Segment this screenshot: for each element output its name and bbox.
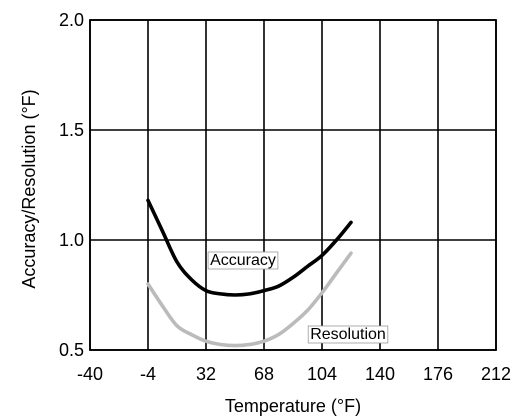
x-tick-label: -40 bbox=[77, 364, 103, 384]
series-label-text: Resolution bbox=[310, 326, 386, 343]
plot-frame bbox=[89, 19, 497, 351]
series-layer bbox=[146, 198, 353, 348]
x-tick-label: 176 bbox=[423, 364, 453, 384]
x-axis-label: Temperature (°F) bbox=[225, 396, 361, 416]
series-labels: Accuracy Resolution bbox=[207, 251, 389, 344]
y-tick-label: 2.0 bbox=[59, 10, 84, 30]
series-label-accuracy: Accuracy bbox=[207, 251, 279, 270]
series-label-box bbox=[307, 325, 389, 344]
series-line-resolution bbox=[146, 251, 353, 348]
y-tick-label: 1.5 bbox=[59, 120, 84, 140]
series-label-resolution: Resolution bbox=[307, 325, 389, 344]
y-axis-ticks: 0.5 1.0 1.5 2.0 bbox=[59, 10, 84, 360]
x-tick-label: 140 bbox=[365, 364, 395, 384]
series-label-text: Accuracy bbox=[210, 252, 276, 269]
grid bbox=[89, 19, 497, 351]
x-tick-label: 32 bbox=[196, 364, 216, 384]
x-tick-label: 212 bbox=[481, 364, 511, 384]
y-tick-label: 1.0 bbox=[59, 230, 84, 250]
series-line-accuracy bbox=[146, 198, 353, 297]
x-tick-label: 104 bbox=[307, 364, 337, 384]
y-axis-label: Accuracy/Resolution (°F) bbox=[19, 89, 39, 288]
series-label-box bbox=[207, 251, 279, 270]
x-tick-label: 68 bbox=[254, 364, 274, 384]
x-tick-label: -4 bbox=[140, 364, 156, 384]
y-tick-label: 0.5 bbox=[59, 340, 84, 360]
x-axis-ticks: -40 -4 32 68 104 140 176 212 bbox=[77, 364, 511, 384]
